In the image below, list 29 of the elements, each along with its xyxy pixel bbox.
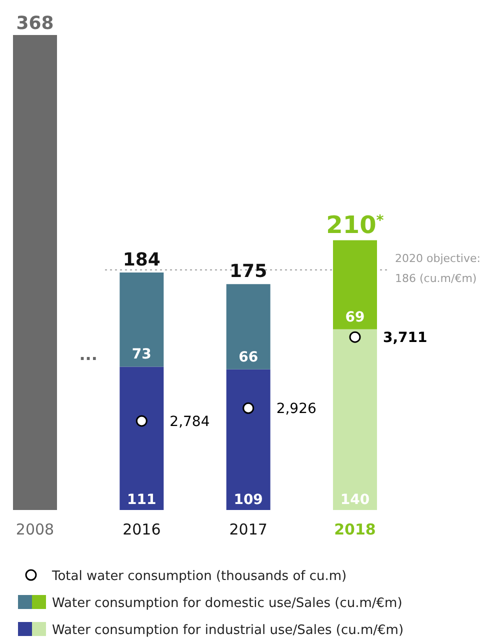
legend-label: Water consumption for domestic use/Sales (cu.m/€m) bbox=[52, 596, 402, 611]
bar bbox=[333, 240, 377, 330]
legend-label: Water consumption for industrial use/Sales (cu.m/€m) bbox=[52, 623, 404, 638]
data-label: 73 bbox=[132, 346, 152, 363]
data-label: 69 bbox=[345, 309, 365, 326]
data-label: 368 bbox=[16, 13, 54, 34]
data-label: 3,711 bbox=[383, 330, 428, 346]
bar bbox=[13, 35, 57, 510]
x-tick-label: 2018 bbox=[334, 520, 376, 539]
bar bbox=[120, 366, 164, 510]
data-label: 109 bbox=[234, 492, 263, 508]
annotation: ... bbox=[79, 345, 98, 364]
data-label: 111 bbox=[127, 492, 156, 508]
ref-line-label: 2020 objective: 186 (cu.m/€m) bbox=[395, 252, 480, 285]
total-label: 184 bbox=[122, 250, 160, 270]
total-label: 175 bbox=[230, 261, 268, 282]
x-tick-label: 2016 bbox=[122, 520, 161, 539]
bar bbox=[226, 284, 270, 370]
data-label: 2,926 bbox=[276, 401, 317, 418]
x-tick-label: 2017 bbox=[229, 520, 268, 539]
total-label: 210$^{*}$ bbox=[326, 211, 384, 240]
x-tick-label: 2008 bbox=[16, 520, 54, 539]
bar bbox=[226, 369, 270, 510]
data-label: 2,784 bbox=[170, 414, 210, 430]
legend-label: Total water consumption (thousands of cu.m) bbox=[51, 569, 347, 584]
data-label: 66 bbox=[238, 349, 258, 366]
data-label: 140 bbox=[340, 492, 370, 508]
bar bbox=[333, 329, 377, 510]
bar bbox=[120, 272, 164, 367]
